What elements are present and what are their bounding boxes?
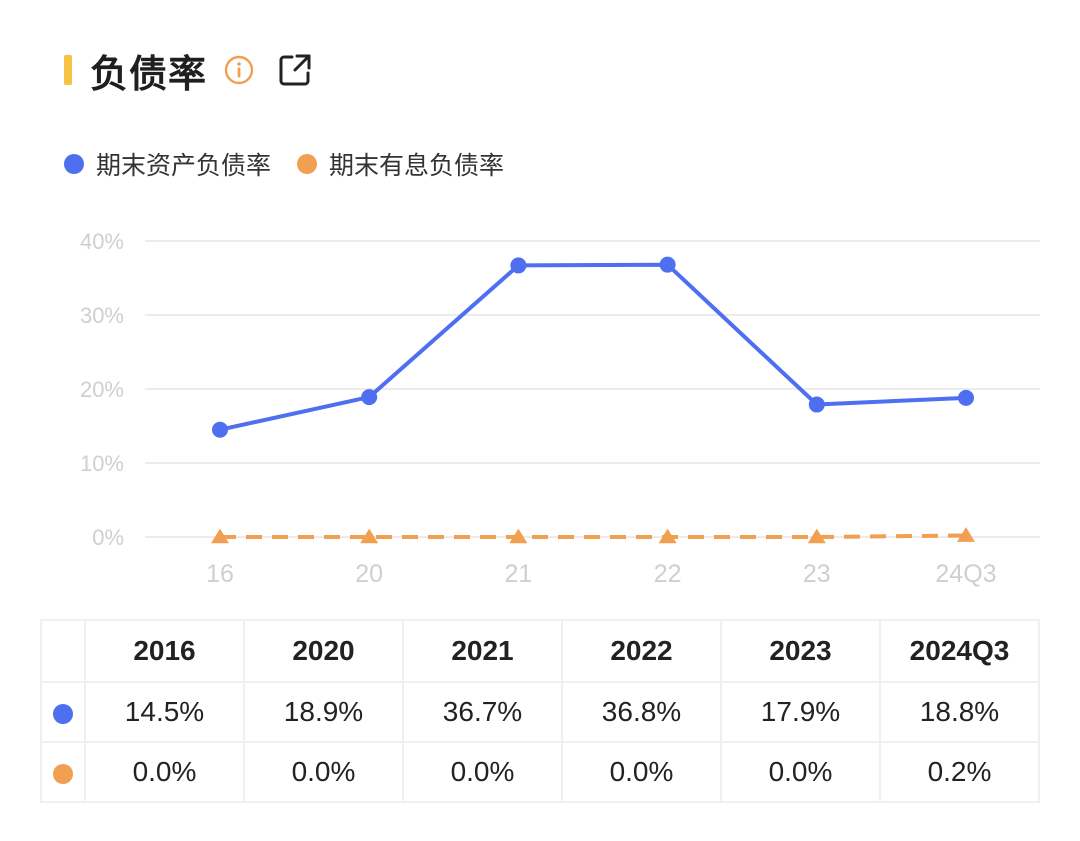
series-point <box>360 528 379 544</box>
series-point <box>659 256 676 273</box>
table-column-header: 2016 <box>84 619 245 683</box>
x-tick-label: 20 <box>355 560 383 588</box>
series-point <box>957 527 975 542</box>
table-cell: 17.9% <box>720 681 881 743</box>
table-cell: 0.0% <box>402 741 563 803</box>
table-column-header: 2024Q3 <box>879 619 1040 683</box>
legend-item-interest-bearing[interactable]: 期末有息负债率 <box>297 146 504 182</box>
series-point <box>510 257 527 274</box>
line-chart: 0% 10% 20% 30% 40% 16 20 21 22 23 24Q3 <box>80 229 1040 588</box>
legend-label: 期末资产负债率 <box>96 151 272 180</box>
table-column-header: 2020 <box>243 619 404 683</box>
series-point <box>361 389 378 406</box>
table-column-header: 2022 <box>561 619 722 683</box>
table-cell: 14.5% <box>84 681 245 743</box>
legend-dot-blue <box>64 154 84 174</box>
table-cell: 18.8% <box>879 681 1040 743</box>
row-marker-cell <box>40 741 86 803</box>
table-cell: 0.0% <box>720 741 881 803</box>
y-tick-label: 40% <box>80 229 124 254</box>
table-cell: 0.0% <box>561 741 722 803</box>
y-tick-label: 0% <box>92 525 124 550</box>
table-cell: 0.0% <box>243 741 404 803</box>
table-cell: 0.2% <box>879 741 1040 803</box>
table-corner-cell <box>40 619 86 683</box>
external-link-icon[interactable] <box>277 52 313 88</box>
series-point <box>211 528 229 544</box>
y-tick-label: 30% <box>80 303 124 328</box>
data-table: 2016 2020 2021 2022 2023 2024Q3 14.5% 18… <box>40 619 1040 803</box>
x-tick-label: 22 <box>654 560 682 588</box>
table-cell: 18.9% <box>243 681 404 743</box>
x-tick-label: 21 <box>504 560 532 588</box>
table-cell: 36.7% <box>402 681 563 743</box>
x-tick-label: 16 <box>206 560 234 588</box>
series-point <box>212 421 228 438</box>
series-point <box>958 389 974 406</box>
legend-label: 期末有息负债率 <box>329 151 505 180</box>
y-tick-label: 10% <box>80 451 124 476</box>
series-point <box>807 528 826 544</box>
chart-header: 负债率 <box>64 44 313 96</box>
table-header-row: 2016 2020 2021 2022 2023 2024Q3 <box>40 619 1040 683</box>
chart-legend: 期末资产负债率 期末有息负债率 <box>64 146 530 182</box>
x-tick-label: 24Q3 <box>935 560 996 588</box>
table-row: 0.0% 0.0% 0.0% 0.0% 0.0% 0.2% <box>40 741 1040 803</box>
legend-item-asset-liability[interactable]: 期末资产负债率 <box>64 146 271 182</box>
series-point <box>808 396 825 413</box>
legend-dot-orange <box>297 154 318 174</box>
table-column-header: 2021 <box>402 619 563 683</box>
table-cell: 0.0% <box>84 741 245 803</box>
row-marker-cell <box>40 681 86 743</box>
y-tick-label: 20% <box>80 377 124 402</box>
series-line-1 <box>220 533 967 539</box>
table-cell: 36.8% <box>561 681 722 743</box>
series-point <box>509 528 528 544</box>
series-point <box>658 528 677 544</box>
x-tick-label: 23 <box>803 560 831 588</box>
page-title: 负债率 <box>90 51 208 96</box>
info-circle-icon[interactable] <box>223 54 255 86</box>
series-line-0 <box>219 262 967 432</box>
table-row: 14.5% 18.9% 36.7% 36.8% 17.9% 18.8% <box>40 681 1040 743</box>
title-accent-bar <box>64 55 72 85</box>
table-column-header: 2023 <box>720 619 881 683</box>
row-dot-orange <box>53 763 73 784</box>
row-dot-blue <box>53 703 73 724</box>
